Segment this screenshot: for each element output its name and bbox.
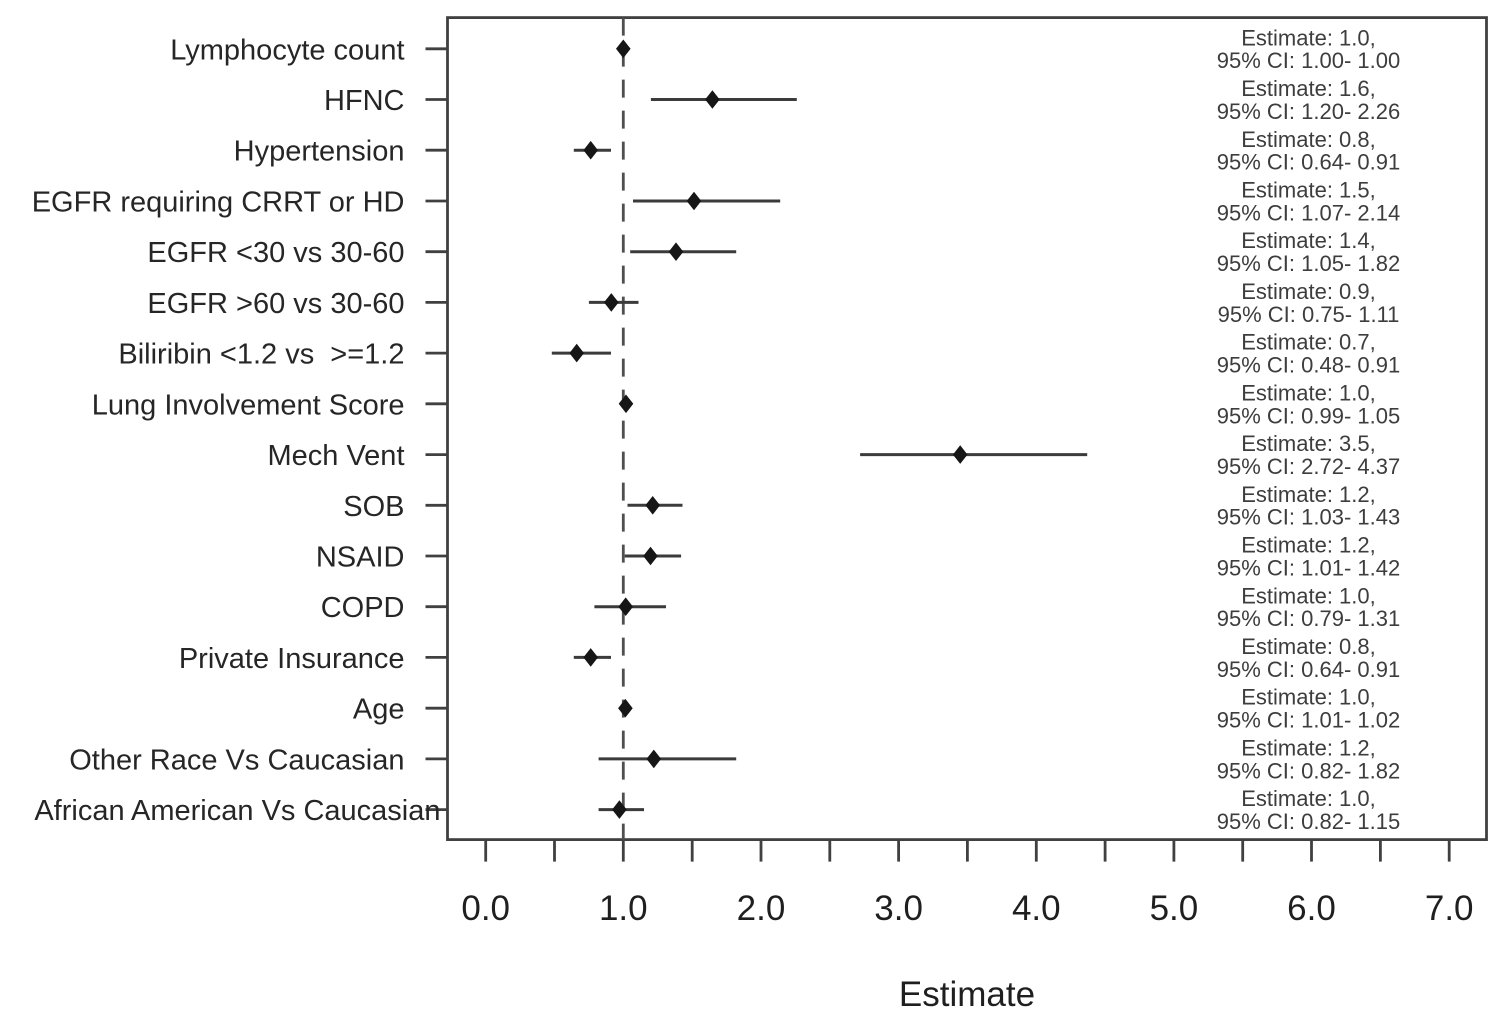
svg-text:95% CI: 1.01- 1.02: 95% CI: 1.01- 1.02 <box>1217 708 1400 733</box>
svg-text:SOB: SOB <box>343 491 404 523</box>
svg-text:0.0: 0.0 <box>461 889 510 928</box>
svg-text:Estimate: 1.0,: Estimate: 1.0, <box>1241 685 1376 710</box>
svg-text:Estimate: 0.7,: Estimate: 0.7, <box>1241 330 1376 355</box>
svg-text:95% CI: 1.01- 1.42: 95% CI: 1.01- 1.42 <box>1217 556 1400 581</box>
svg-text:Estimate: Estimate <box>899 975 1035 1014</box>
svg-text:3.0: 3.0 <box>874 889 923 928</box>
svg-text:Estimate: 1.2,: Estimate: 1.2, <box>1241 735 1376 760</box>
svg-text:2.0: 2.0 <box>737 889 786 928</box>
svg-text:Estimate: 3.5,: Estimate: 3.5, <box>1241 431 1376 456</box>
svg-text:95% CI: 1.20- 2.26: 95% CI: 1.20- 2.26 <box>1217 99 1400 124</box>
svg-text:Estimate: 1.0,: Estimate: 1.0, <box>1241 583 1376 608</box>
svg-text:95% CI: 0.99- 1.05: 95% CI: 0.99- 1.05 <box>1217 403 1400 428</box>
svg-text:Estimate: 1.2,: Estimate: 1.2, <box>1241 482 1376 507</box>
svg-text:Estimate: 0.8,: Estimate: 0.8, <box>1241 634 1376 659</box>
svg-text:95% CI: 0.82- 1.82: 95% CI: 0.82- 1.82 <box>1217 758 1400 783</box>
svg-text:1.0: 1.0 <box>599 889 648 928</box>
svg-text:95% CI: 1.00- 1.00: 95% CI: 1.00- 1.00 <box>1217 48 1400 73</box>
svg-text:95% CI: 0.64- 0.91: 95% CI: 0.64- 0.91 <box>1217 150 1400 175</box>
svg-text:EGFR <30 vs 30-60: EGFR <30 vs 30-60 <box>147 237 404 269</box>
svg-text:Other Race Vs Caucasian: Other Race Vs Caucasian <box>69 744 404 776</box>
svg-text:EGFR >60 vs 30-60: EGFR >60 vs 30-60 <box>147 288 404 320</box>
svg-text:Estimate: 1.6,: Estimate: 1.6, <box>1241 76 1376 101</box>
svg-text:5.0: 5.0 <box>1150 889 1199 928</box>
svg-text:Lymphocyte count: Lymphocyte count <box>170 34 404 66</box>
svg-text:Estimate: 0.9,: Estimate: 0.9, <box>1241 279 1376 304</box>
svg-text:95% CI: 0.48- 0.91: 95% CI: 0.48- 0.91 <box>1217 353 1400 378</box>
svg-text:Estimate: 0.8,: Estimate: 0.8, <box>1241 127 1376 152</box>
svg-text:4.0: 4.0 <box>1012 889 1061 928</box>
svg-text:95% CI: 1.05- 1.82: 95% CI: 1.05- 1.82 <box>1217 251 1400 276</box>
svg-text:Estimate: 1.2,: Estimate: 1.2, <box>1241 533 1376 558</box>
svg-text:COPD: COPD <box>321 592 405 624</box>
svg-text:NSAID: NSAID <box>316 542 405 574</box>
svg-text:Estimate: 1.0,: Estimate: 1.0, <box>1241 380 1376 405</box>
svg-text:95% CI: 1.07- 2.14: 95% CI: 1.07- 2.14 <box>1217 200 1400 225</box>
svg-text:Mech Vent: Mech Vent <box>267 440 404 472</box>
svg-text:95% CI: 0.82- 1.15: 95% CI: 0.82- 1.15 <box>1217 809 1400 834</box>
svg-text:EGFR requiring CRRT or HD: EGFR requiring CRRT or HD <box>32 187 405 219</box>
svg-text:95% CI: 0.79- 1.31: 95% CI: 0.79- 1.31 <box>1217 606 1400 631</box>
svg-text:95% CI: 2.72- 4.37: 95% CI: 2.72- 4.37 <box>1217 454 1400 479</box>
svg-text:6.0: 6.0 <box>1287 889 1336 928</box>
svg-text:Lung Involvement Score: Lung Involvement Score <box>92 389 405 421</box>
svg-text:Estimate: 1.4,: Estimate: 1.4, <box>1241 228 1376 253</box>
svg-text:Age: Age <box>353 694 405 726</box>
svg-text:African American Vs Caucasian: African American Vs Caucasian <box>34 795 440 827</box>
svg-text:Biliribin <1.2 vs >=1.2: Biliribin <1.2 vs >=1.2 <box>118 339 404 371</box>
svg-text:Hypertension: Hypertension <box>234 136 405 168</box>
svg-text:7.0: 7.0 <box>1425 889 1474 928</box>
svg-text:Estimate: 1.0,: Estimate: 1.0, <box>1241 25 1376 50</box>
svg-text:HFNC: HFNC <box>324 85 405 117</box>
svg-text:95% CI: 0.64- 0.91: 95% CI: 0.64- 0.91 <box>1217 657 1400 682</box>
svg-text:Estimate: 1.0,: Estimate: 1.0, <box>1241 786 1376 811</box>
svg-text:95% CI: 1.03- 1.43: 95% CI: 1.03- 1.43 <box>1217 505 1400 530</box>
svg-text:95% CI: 0.75- 1.11: 95% CI: 0.75- 1.11 <box>1218 302 1400 327</box>
svg-text:Private Insurance: Private Insurance <box>179 643 405 675</box>
svg-text:Estimate: 1.5,: Estimate: 1.5, <box>1241 178 1376 203</box>
